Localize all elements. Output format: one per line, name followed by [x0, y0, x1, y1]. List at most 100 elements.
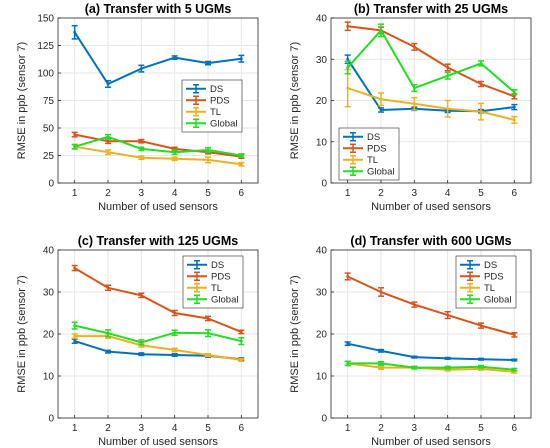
- series-line-global: [74, 324, 242, 344]
- data-point: [139, 139, 143, 143]
- y-tick-label: 0: [48, 179, 54, 190]
- x-tick-label: 2: [378, 423, 384, 434]
- y-tick-label: 150: [37, 14, 54, 25]
- y-tick-label: 0: [321, 179, 327, 190]
- data-point: [346, 275, 350, 278]
- y-tick-label: 20: [316, 330, 328, 341]
- y-tick-label: 40: [43, 246, 55, 257]
- legend-label: Global: [211, 295, 238, 306]
- data-point: [106, 150, 110, 154]
- x-tick-label: 3: [412, 188, 418, 199]
- data-point: [173, 348, 177, 352]
- data-point: [206, 317, 210, 320]
- x-tick-label: 6: [512, 188, 518, 199]
- data-point: [512, 94, 516, 98]
- x-tick-label: 4: [172, 188, 178, 199]
- x-tick-label: 1: [345, 188, 351, 199]
- data-point: [479, 357, 483, 361]
- series-line-tl: [347, 362, 515, 373]
- x-tick-label: 2: [105, 423, 111, 434]
- data-point: [139, 147, 143, 151]
- data-point: [512, 358, 516, 362]
- data-point: [412, 366, 416, 369]
- data-point: [512, 368, 516, 372]
- data-point: [379, 108, 383, 112]
- data-point: [379, 28, 383, 32]
- chart-panel-2: 1 2 3 4 5 6 0 10 20 30 40 (b) Transfer with 25 UGMs…: [289, 2, 532, 213]
- data-point: [173, 353, 177, 357]
- data-point: [106, 331, 110, 335]
- y-tick-label: 0: [48, 414, 54, 425]
- data-point: [446, 66, 450, 69]
- data-point: [379, 366, 383, 369]
- data-point: [412, 303, 416, 306]
- data-point: [139, 352, 143, 356]
- data-point: [173, 150, 177, 154]
- data-point: [512, 333, 516, 337]
- y-tick-label: 20: [43, 330, 55, 341]
- data-point: [512, 118, 516, 122]
- data-point: [73, 30, 77, 34]
- y-tick-label: 25: [43, 151, 55, 162]
- data-point: [479, 110, 483, 114]
- x-tick-label: 6: [512, 423, 518, 434]
- data-point: [73, 145, 77, 149]
- panel-title: (c) Transfer with 125 UGMs: [78, 234, 239, 248]
- data-point: [106, 286, 110, 290]
- x-tick-label: 6: [239, 188, 245, 199]
- y-tick-label: 50: [43, 124, 55, 135]
- data-point: [73, 339, 77, 343]
- x-tick-label: 6: [239, 423, 245, 434]
- data-point: [206, 158, 210, 162]
- x-tick-label: 3: [139, 188, 145, 199]
- legend-label: Global: [484, 295, 511, 306]
- data-point: [479, 365, 483, 369]
- data-point: [346, 24, 350, 28]
- data-point: [379, 362, 383, 365]
- data-point: [139, 341, 143, 344]
- y-axis-label: RMSE in ppb (sensor 7): [289, 42, 301, 159]
- data-point: [479, 61, 483, 65]
- y-tick-label: 75: [43, 96, 55, 107]
- series-line-tl: [74, 145, 242, 166]
- data-point: [346, 57, 350, 61]
- x-tick-label: 5: [478, 188, 484, 199]
- data-point: [173, 56, 177, 59]
- data-point: [239, 57, 243, 61]
- data-point: [446, 366, 450, 369]
- data-point: [239, 330, 243, 334]
- legend-label: PDS: [211, 272, 231, 283]
- data-point: [73, 334, 77, 338]
- data-point: [139, 293, 143, 297]
- data-point: [239, 162, 243, 166]
- data-point: [446, 107, 450, 111]
- series-line-ds: [347, 342, 515, 361]
- data-point: [206, 353, 210, 357]
- data-point: [239, 358, 243, 362]
- y-axis-label: RMSE in ppb (sensor 7): [16, 42, 28, 159]
- chart-panel-3: 1 2 3 4 5 6 0 10 20 30 40 (c) Transfer with 125 UGM…: [16, 234, 259, 448]
- legend-label: Global: [367, 167, 394, 178]
- data-point: [446, 74, 450, 78]
- data-point: [173, 157, 177, 161]
- legend-label: TL: [484, 283, 495, 294]
- series-line-pds: [347, 275, 515, 336]
- data-point: [206, 331, 210, 335]
- data-point: [346, 86, 350, 90]
- data-point: [412, 45, 416, 49]
- y-tick-label: 20: [316, 96, 328, 107]
- y-tick-label: 100: [37, 69, 54, 80]
- x-tick-label: 3: [412, 423, 418, 434]
- y-tick-label: 30: [43, 288, 55, 299]
- x-tick-label: 1: [72, 423, 78, 434]
- series-line-pds: [74, 133, 242, 158]
- y-tick-label: 10: [316, 372, 328, 383]
- panel-title: (d) Transfer with 600 UGMs: [350, 234, 511, 248]
- data-point: [106, 350, 110, 354]
- legend-label: PDS: [484, 272, 504, 283]
- x-tick-label: 4: [445, 423, 451, 434]
- series-line-tl: [74, 335, 242, 361]
- legend-label: DS: [484, 260, 497, 271]
